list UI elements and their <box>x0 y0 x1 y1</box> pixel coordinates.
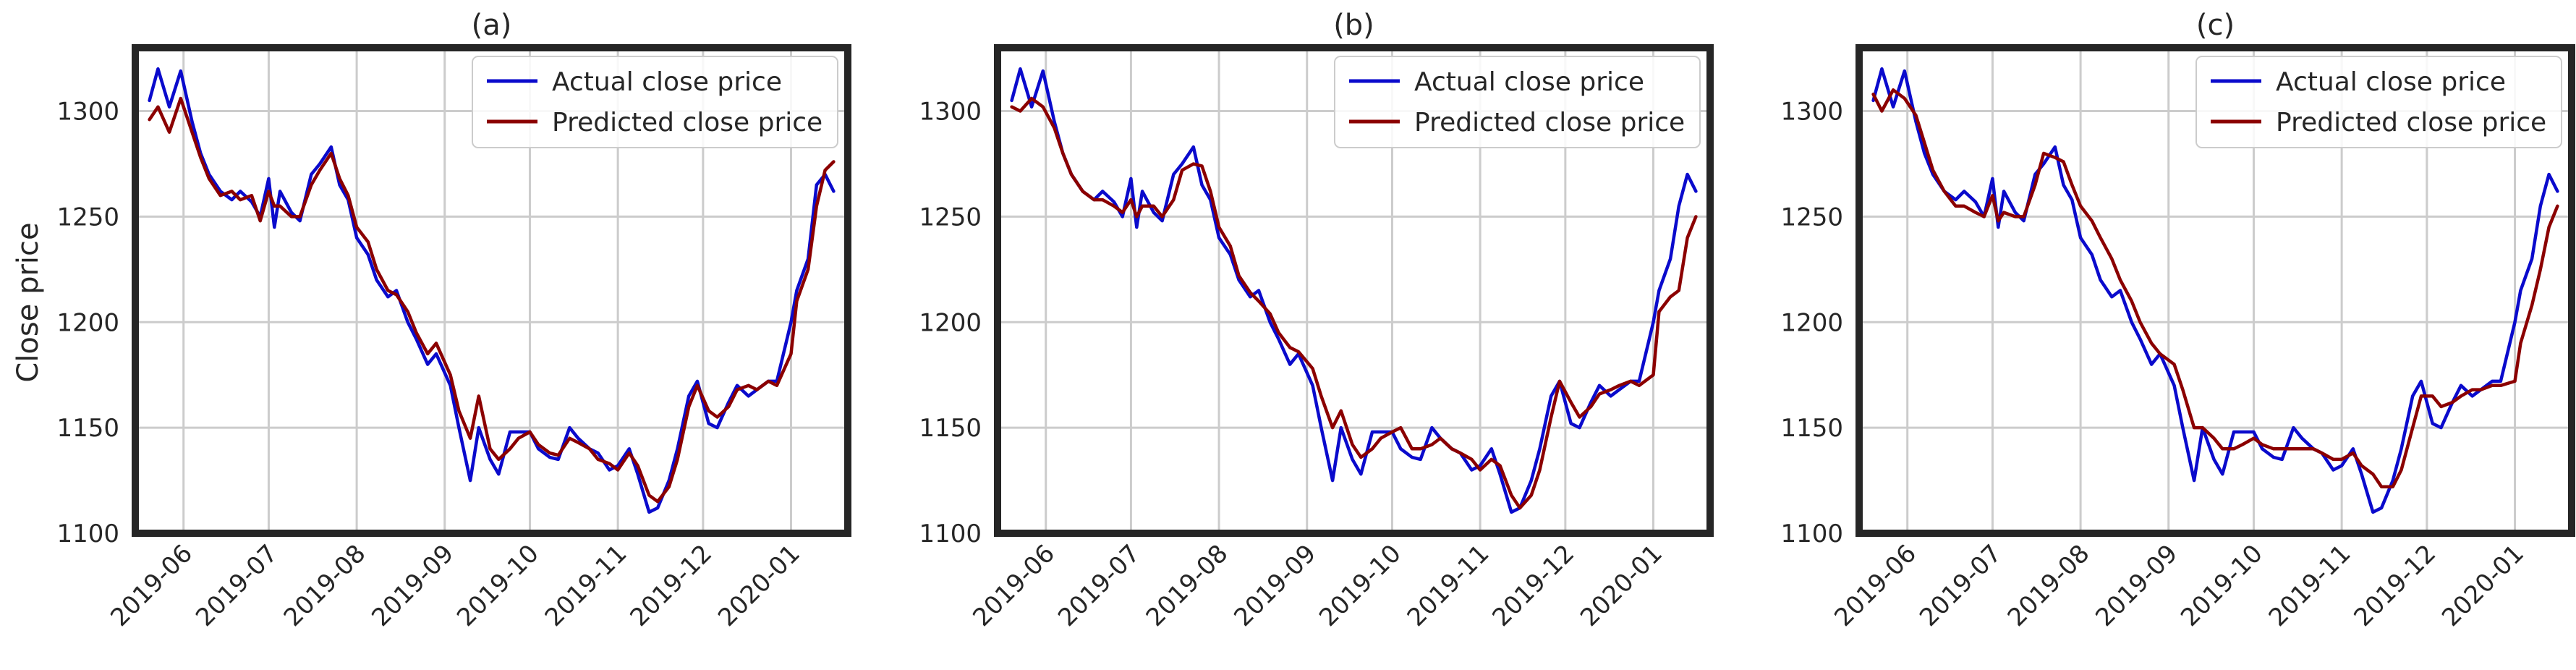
x-tick-label: 2019-08 <box>279 539 372 632</box>
y-tick-label: 1250 <box>1780 203 1843 232</box>
panel-title: (b) <box>1333 9 1374 42</box>
x-tick-label: 2019-07 <box>1914 539 2007 632</box>
y-tick-label: 1100 <box>1780 520 1843 548</box>
axes-frame <box>132 44 851 537</box>
chart-panel-3: (c)110011501200125013002019-062019-07201… <box>1780 9 2575 632</box>
legend: Actual close price Predicted close price <box>1334 56 1701 148</box>
x-tick-label: 2019-09 <box>366 539 459 632</box>
x-tick-label: 2019-12 <box>2348 539 2441 632</box>
x-tick-label: 2020-01 <box>713 539 806 632</box>
legend-label: Actual close price <box>1414 67 1644 97</box>
y-tick-label: 1200 <box>56 308 119 337</box>
x-tick-label: 2019-06 <box>967 539 1060 632</box>
y-tick-label: 1150 <box>919 414 982 443</box>
legend: Actual close price Predicted close price <box>2195 56 2562 148</box>
x-tick-label: 2019-12 <box>624 539 718 632</box>
x-tick-label: 2019-07 <box>1053 539 1146 632</box>
axes-frame <box>1856 44 2575 537</box>
x-tick-label: 2019-09 <box>1228 539 1322 632</box>
legend-label: Predicted close price <box>2276 108 2546 137</box>
x-tick-label: 2019-07 <box>190 539 284 632</box>
legend-box <box>2195 56 2562 148</box>
axes-frame <box>994 44 1714 537</box>
x-tick-label: 2019-11 <box>1402 539 1495 632</box>
actual-close-price-line <box>148 67 836 514</box>
x-tick-label: 2019-12 <box>1487 539 1580 632</box>
y-tick-label: 1200 <box>919 308 982 337</box>
predicted-close-price-line <box>1010 96 1698 510</box>
actual-close-price-line <box>1871 67 2559 514</box>
y-tick-label: 1200 <box>1780 308 1843 337</box>
x-tick-label: 2019-06 <box>105 539 198 632</box>
legend-box <box>1334 56 1701 148</box>
y-tick-label: 1150 <box>1780 414 1843 443</box>
legend-label: Actual close price <box>2276 67 2506 97</box>
legend: Actual close price Predicted close price <box>472 56 838 148</box>
x-tick-label: 2019-10 <box>1314 539 1407 632</box>
x-tick-label: 2020-01 <box>2436 539 2530 632</box>
panel-title: (a) <box>472 9 512 42</box>
y-tick-label: 1300 <box>56 98 119 127</box>
chart-panel-1: (a)110011501200125013002019-062019-07201… <box>56 9 851 632</box>
x-tick-label: 2019-09 <box>2090 539 2183 632</box>
x-tick-label: 2019-08 <box>1141 539 1234 632</box>
y-tick-label: 1150 <box>56 414 119 443</box>
x-tick-label: 2019-06 <box>1829 539 1922 632</box>
legend-label: Actual close price <box>552 67 782 97</box>
y-axis-label: Close price <box>12 222 45 382</box>
y-tick-label: 1250 <box>56 203 119 232</box>
x-tick-label: 2019-11 <box>2263 539 2357 632</box>
x-tick-label: 2019-10 <box>451 539 545 632</box>
y-tick-label: 1100 <box>919 520 982 548</box>
y-tick-label: 1100 <box>56 520 119 548</box>
panel-title: (c) <box>2196 9 2235 42</box>
legend-label: Predicted close price <box>1414 108 1685 137</box>
predicted-close-price-line <box>148 96 836 504</box>
x-tick-label: 2019-08 <box>2002 539 2096 632</box>
x-tick-label: 2019-10 <box>2175 539 2269 632</box>
predicted-close-price-line <box>1871 88 2559 489</box>
legend-label: Predicted close price <box>552 108 822 137</box>
legend-box <box>472 56 838 148</box>
y-tick-label: 1250 <box>919 203 982 232</box>
y-tick-label: 1300 <box>919 98 982 127</box>
actual-close-price-line <box>1010 67 1698 514</box>
x-tick-label: 2020-01 <box>1575 539 1668 632</box>
x-tick-label: 2019-11 <box>540 539 633 632</box>
chart-panel-2: (b)110011501200125013002019-062019-07201… <box>919 9 1714 632</box>
y-tick-label: 1300 <box>1780 98 1843 127</box>
